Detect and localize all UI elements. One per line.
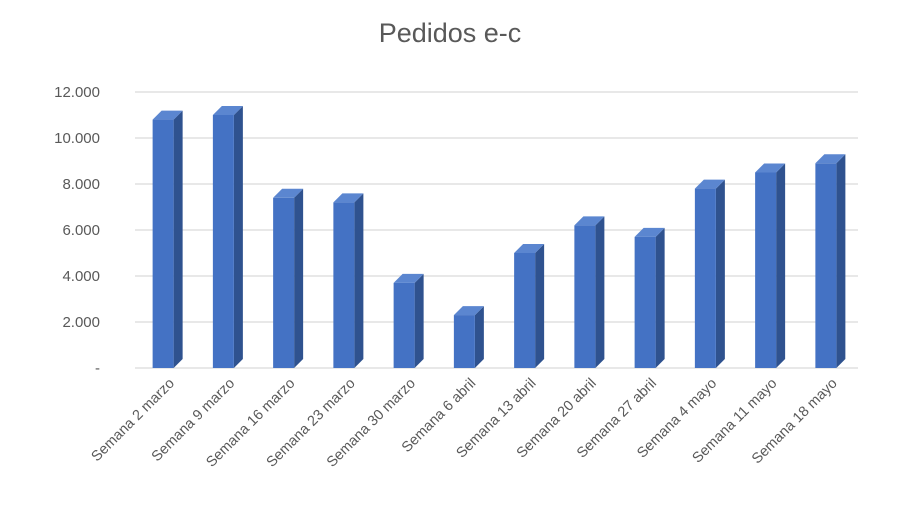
bar-top: [815, 154, 846, 164]
bar-top: [333, 193, 364, 203]
bar-side: [414, 273, 424, 368]
y-tick-label: 8.000: [62, 176, 100, 193]
bar: [333, 202, 355, 368]
bars: [152, 106, 846, 368]
bar: [634, 236, 656, 368]
bar-top: [634, 227, 665, 237]
bar-side: [535, 244, 545, 368]
bar-side: [354, 193, 364, 368]
y-tick-label: -: [95, 360, 100, 377]
bar: [273, 197, 295, 368]
bar-top: [393, 273, 424, 283]
bar: [815, 163, 837, 368]
bar: [152, 119, 174, 368]
bar: [212, 115, 234, 368]
bar-side: [233, 106, 243, 368]
bar-top: [694, 179, 725, 189]
bar: [514, 253, 536, 368]
chart-title: Pedidos e-c: [378, 18, 522, 48]
bar-side: [715, 179, 725, 368]
bar-top: [212, 106, 243, 115]
bar-side: [655, 227, 665, 368]
gridlines: [135, 91, 858, 369]
bar-side: [836, 154, 846, 368]
y-axis-ticks: - 2.000 4.000 6.000 8.000 10.000 12.000: [54, 84, 100, 377]
bar-side: [595, 216, 605, 368]
y-tick-label: 2.000: [62, 314, 100, 331]
bar-top: [273, 188, 304, 198]
bar-side: [173, 110, 183, 368]
y-tick-label: 4.000: [62, 268, 100, 285]
bar-side: [474, 306, 484, 368]
bar-top: [453, 306, 484, 316]
bar-top: [152, 110, 183, 120]
bar: [694, 188, 716, 368]
y-tick-label: 12.000: [54, 84, 100, 101]
bar: [453, 315, 475, 368]
bar-top: [574, 216, 605, 226]
bar-side: [294, 188, 304, 368]
bar-side: [776, 163, 786, 368]
bar-top: [755, 163, 786, 173]
bar: [755, 172, 777, 368]
y-tick-label: 10.000: [54, 130, 100, 147]
bar: [393, 282, 415, 368]
y-tick-label: 6.000: [62, 222, 100, 239]
bar: [574, 225, 596, 368]
bar-top: [514, 244, 545, 253]
